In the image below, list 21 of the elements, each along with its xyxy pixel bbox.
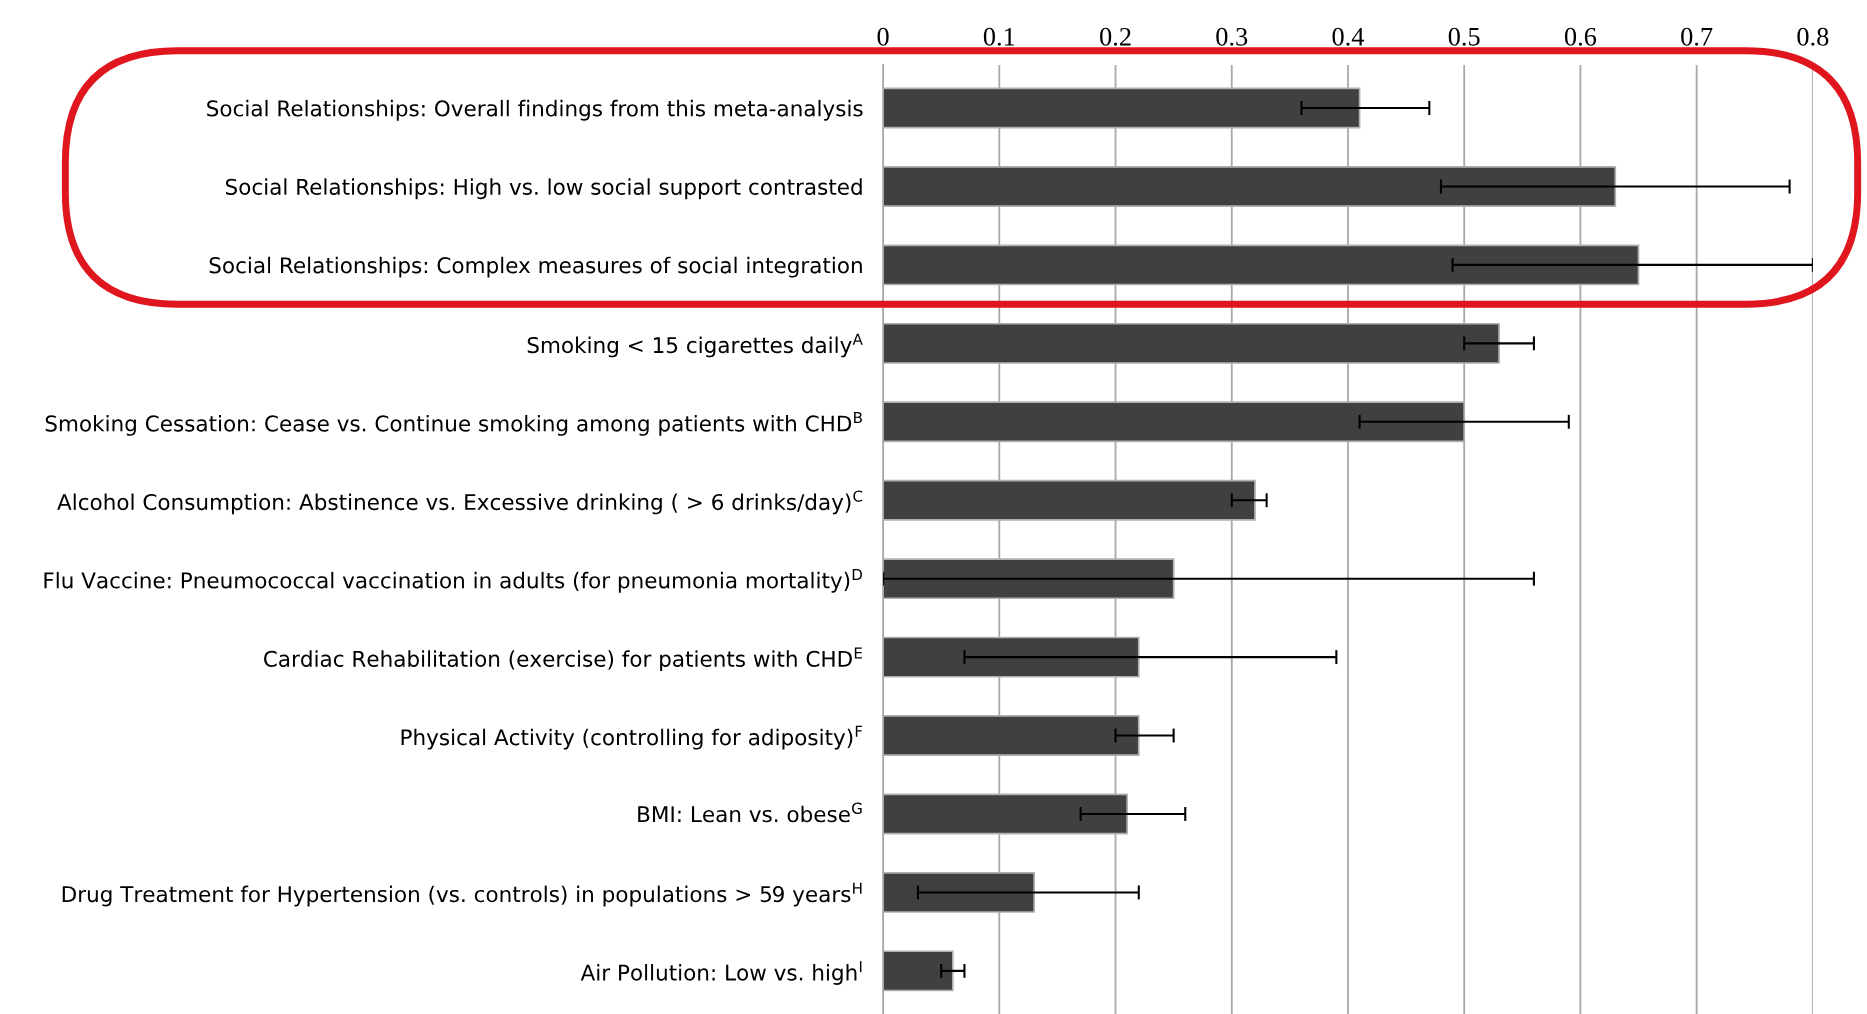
y-tick-label: Air Pollution: Low vs. high$^{I}$ — [580, 961, 862, 985]
x-tick-label: 0.3 — [1216, 27, 1248, 46]
x-tick-label: 0.5 — [1448, 27, 1480, 46]
y-tick-label: Flu Vaccine: Pneumococcal vaccination in adults (for pneumonia mortality)$^{D}$ — [44, 568, 862, 593]
x-tick-label: 0 — [877, 27, 889, 46]
y-tick-label: Social Relationships: Overall findings from this meta-analysis — [207, 99, 863, 121]
y-tick-label: Smoking < 15 cigarettes daily$^{A}$ — [527, 333, 863, 358]
y-tick-label: BMI: Lean vs. obese$^{G}$ — [638, 802, 862, 823]
x-tick-label: 0.1 — [983, 27, 1015, 46]
y-tick-label: Drug Treatment for Hypertension (vs. controls) in populations > 59 years$^{H}$ — [62, 882, 862, 907]
y-tick-label: Physical Activity (controlling for adiposity)$^{F}$ — [401, 725, 863, 750]
x-tick-label: 0.8 — [1797, 27, 1829, 46]
y-tick-label: Social Relationships: Complex measures of social integration — [209, 256, 862, 278]
y-tick-label: Alcohol Consumption: Abstinence vs. Excessive drinking ( > 6 drinks/day)$^{C}$ — [57, 490, 863, 515]
y-tick-label: Cardiac Rehabilitation (exercise) for patients with CHD$^{E}$ — [264, 647, 862, 672]
x-tick-label: 0.6 — [1564, 27, 1597, 46]
y-tick-label: Smoking Cessation: Cease vs. Continue smoking among patients with CHD$^{B}$ — [45, 412, 862, 436]
x-tick-label: 0.7 — [1681, 27, 1713, 46]
x-tick-label: 0.4 — [1332, 27, 1365, 46]
y-tick-label: Social Relationships: High vs. low social support contrasted — [225, 178, 862, 200]
x-tick-label: 0.2 — [1100, 27, 1131, 46]
